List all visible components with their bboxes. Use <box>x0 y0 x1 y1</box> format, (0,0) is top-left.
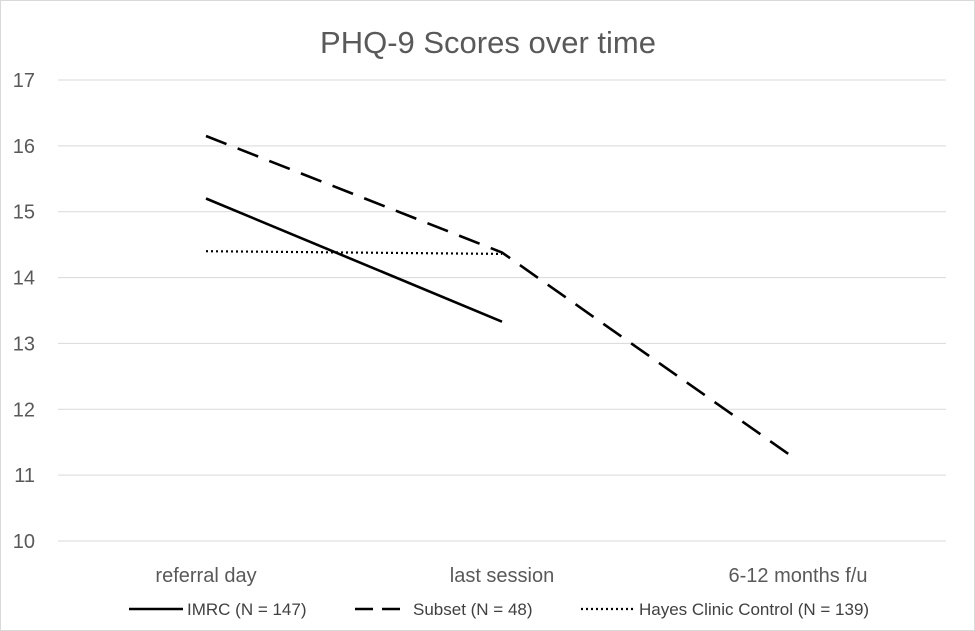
y-tick-label: 15 <box>13 202 35 224</box>
y-tick-label: 14 <box>13 268 35 290</box>
y-tick-label: 17 <box>13 70 35 92</box>
legend-label-3: Hayes Clinic Control (N = 139) <box>639 600 869 619</box>
legend-label-1: IMRC (N = 147) <box>187 600 307 619</box>
x-tick-label: referral day <box>155 565 256 587</box>
y-tick-label: 13 <box>13 333 35 355</box>
legend: IMRC (N = 147) Subset (N = 48) Hayes Clini… <box>129 600 869 619</box>
gridlines <box>58 79 946 542</box>
y-tick-label: 12 <box>13 399 35 421</box>
x-tick-label: 6-12 months f/u <box>729 565 868 587</box>
series-line-1 <box>205 197 503 323</box>
series-line-3 <box>205 250 503 255</box>
legend-label-2: Subset (N = 48) <box>413 600 533 619</box>
series-lines <box>205 134 799 462</box>
y-tick-label: 10 <box>13 531 35 553</box>
series-line-2 <box>205 134 799 462</box>
y-tick-label: 11 <box>14 465 35 487</box>
y-axis-ticks: 10 11 12 13 14 15 16 17 <box>13 70 35 553</box>
chart-title: PHQ-9 Scores over time <box>320 25 656 60</box>
x-tick-label: last session <box>450 565 555 587</box>
x-axis-ticks: referral day last session 6-12 months f/u <box>155 565 867 587</box>
y-tick-label: 16 <box>13 136 35 158</box>
